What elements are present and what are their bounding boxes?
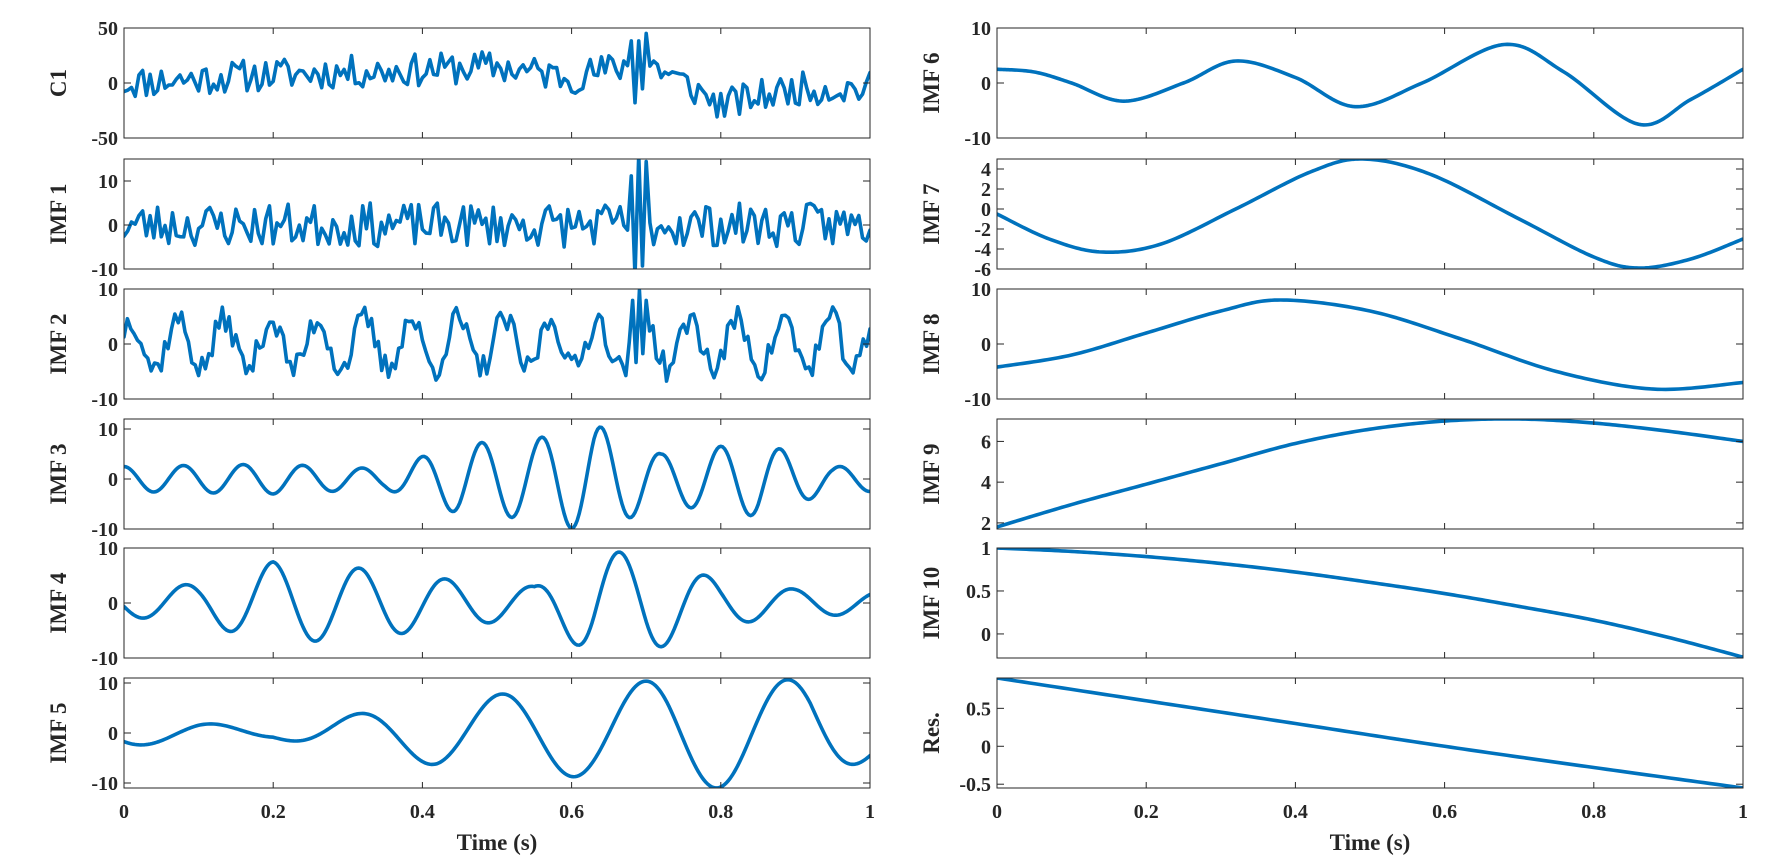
series-line xyxy=(997,419,1743,529)
subplot-imf-4: 10 0 -10 IMF 4 xyxy=(46,538,871,670)
series-line xyxy=(124,678,870,788)
y-tick-label: 0 xyxy=(108,73,118,95)
series-line xyxy=(997,678,1743,788)
y-axis-label: Res. xyxy=(919,712,944,754)
y-tick-label: -10 xyxy=(91,519,118,541)
series-line xyxy=(997,548,1743,658)
y-axis-label: IMF 1 xyxy=(46,183,71,244)
subplot-imf-1: 10 0 -10 IMF 1 xyxy=(46,158,871,281)
y-tick-label: -10 xyxy=(91,389,118,411)
x-tick-label: 0 xyxy=(992,801,1002,823)
x-tick-label: 1 xyxy=(865,801,875,823)
x-tick-label: 0 xyxy=(119,801,129,823)
y-tick-label: 6 xyxy=(981,431,991,453)
y-axis-label: IMF 10 xyxy=(919,567,944,640)
series-line xyxy=(124,550,870,649)
y-tick-label: 0 xyxy=(981,624,991,646)
series-line xyxy=(124,31,870,119)
y-tick-label: -10 xyxy=(91,773,118,795)
subplot-imf-9: 6 4 2 IMF 9 xyxy=(919,418,1744,535)
y-axis-label: IMF 4 xyxy=(46,572,71,634)
y-axis-label: IMF 7 xyxy=(919,183,944,244)
y-tick-label: 50 xyxy=(98,18,118,40)
axes-frame xyxy=(123,418,871,530)
y-tick-label: 0 xyxy=(981,199,991,221)
axes-frame xyxy=(996,418,1744,530)
y-tick-label: 0 xyxy=(108,215,118,237)
y-tick-label: 2 xyxy=(981,179,991,201)
y-tick-label: -2 xyxy=(974,219,991,241)
axes-frame xyxy=(996,677,1744,789)
series-line xyxy=(997,298,1743,392)
y-tick-label: -4 xyxy=(974,239,991,261)
y-tick-label: 0 xyxy=(981,334,991,356)
y-tick-label: 10 xyxy=(98,673,118,695)
y-tick-label: -6 xyxy=(974,259,991,281)
y-axis-label: C1 xyxy=(46,69,71,97)
x-tick-label: 0.2 xyxy=(261,801,286,823)
y-tick-label: 10 xyxy=(971,279,991,301)
y-tick-label: 0.5 xyxy=(966,698,991,720)
y-tick-label: 10 xyxy=(98,419,118,441)
x-tick-label: 1 xyxy=(1738,801,1748,823)
y-tick-label: 10 xyxy=(98,279,118,301)
x-tick-label: 0.4 xyxy=(1283,801,1308,823)
y-tick-label: -10 xyxy=(91,259,118,281)
y-tick-label: 0.5 xyxy=(966,581,991,603)
x-tick-label: 0.6 xyxy=(1432,801,1457,823)
y-tick-label: 0 xyxy=(108,469,118,491)
subplot-imf-10: 1 0.5 0 IMF 10 xyxy=(919,538,1744,659)
series-line xyxy=(124,159,870,269)
y-tick-label: 2 xyxy=(981,513,991,535)
series-line xyxy=(124,289,870,383)
subplot-imf-2: 10 0 -10 IMF 2 xyxy=(46,279,871,411)
subplot-imf-6: 10 0 -10 IMF 6 xyxy=(919,18,1744,150)
axes-frame xyxy=(123,158,871,270)
y-tick-label: 1 xyxy=(981,538,991,560)
y-axis-label: IMF 6 xyxy=(919,52,944,113)
y-tick-label: -10 xyxy=(91,648,118,670)
y-axis-label: IMF 8 xyxy=(919,313,944,374)
x-tick-label: 0.2 xyxy=(1134,801,1159,823)
x-tick-label: 0.8 xyxy=(1581,801,1606,823)
y-tick-label: 4 xyxy=(981,159,991,181)
y-tick-label: 0 xyxy=(108,723,118,745)
y-tick-label: 4 xyxy=(981,472,991,494)
subplot-imf-3: 10 0 -10 IMF 3 xyxy=(46,418,871,541)
x-axis-label: Time (s) xyxy=(1330,830,1411,855)
series-line xyxy=(997,42,1743,127)
y-axis-label: IMF 2 xyxy=(46,313,71,374)
y-tick-label: 0 xyxy=(108,334,118,356)
series-line xyxy=(997,159,1743,269)
subplot-c1: 50 0 -50 C1 xyxy=(46,18,871,150)
axes-frame xyxy=(123,547,871,659)
y-tick-label: -10 xyxy=(964,389,991,411)
axes-frame xyxy=(123,288,871,400)
y-axis-label: IMF 9 xyxy=(919,443,944,504)
x-tick-label: 0.6 xyxy=(559,801,584,823)
y-tick-label: 0 xyxy=(981,736,991,758)
y-tick-label: 0 xyxy=(981,73,991,95)
subplot-imf-8: 10 0 -10 IMF 8 xyxy=(919,279,1744,411)
y-tick-label: 10 xyxy=(98,171,118,193)
y-tick-label: -0.5 xyxy=(959,774,991,796)
y-axis-label: IMF 5 xyxy=(46,702,71,763)
y-tick-label: 10 xyxy=(98,538,118,560)
x-tick-label: 0.4 xyxy=(410,801,435,823)
y-tick-label: 0 xyxy=(108,593,118,615)
subplot-imf-7: 420-2-4-6 IMF 7 xyxy=(919,158,1744,281)
y-axis-label: IMF 3 xyxy=(46,443,71,504)
x-axis-label: Time (s) xyxy=(457,830,538,855)
y-tick-label: 10 xyxy=(971,18,991,40)
series-line xyxy=(124,425,870,529)
axes-frame xyxy=(996,158,1744,270)
axes-frame xyxy=(996,547,1744,659)
y-tick-label: -50 xyxy=(91,128,118,150)
y-tick-label: -10 xyxy=(964,128,991,150)
axes-frame xyxy=(123,27,871,139)
x-tick-label: 0.8 xyxy=(708,801,733,823)
